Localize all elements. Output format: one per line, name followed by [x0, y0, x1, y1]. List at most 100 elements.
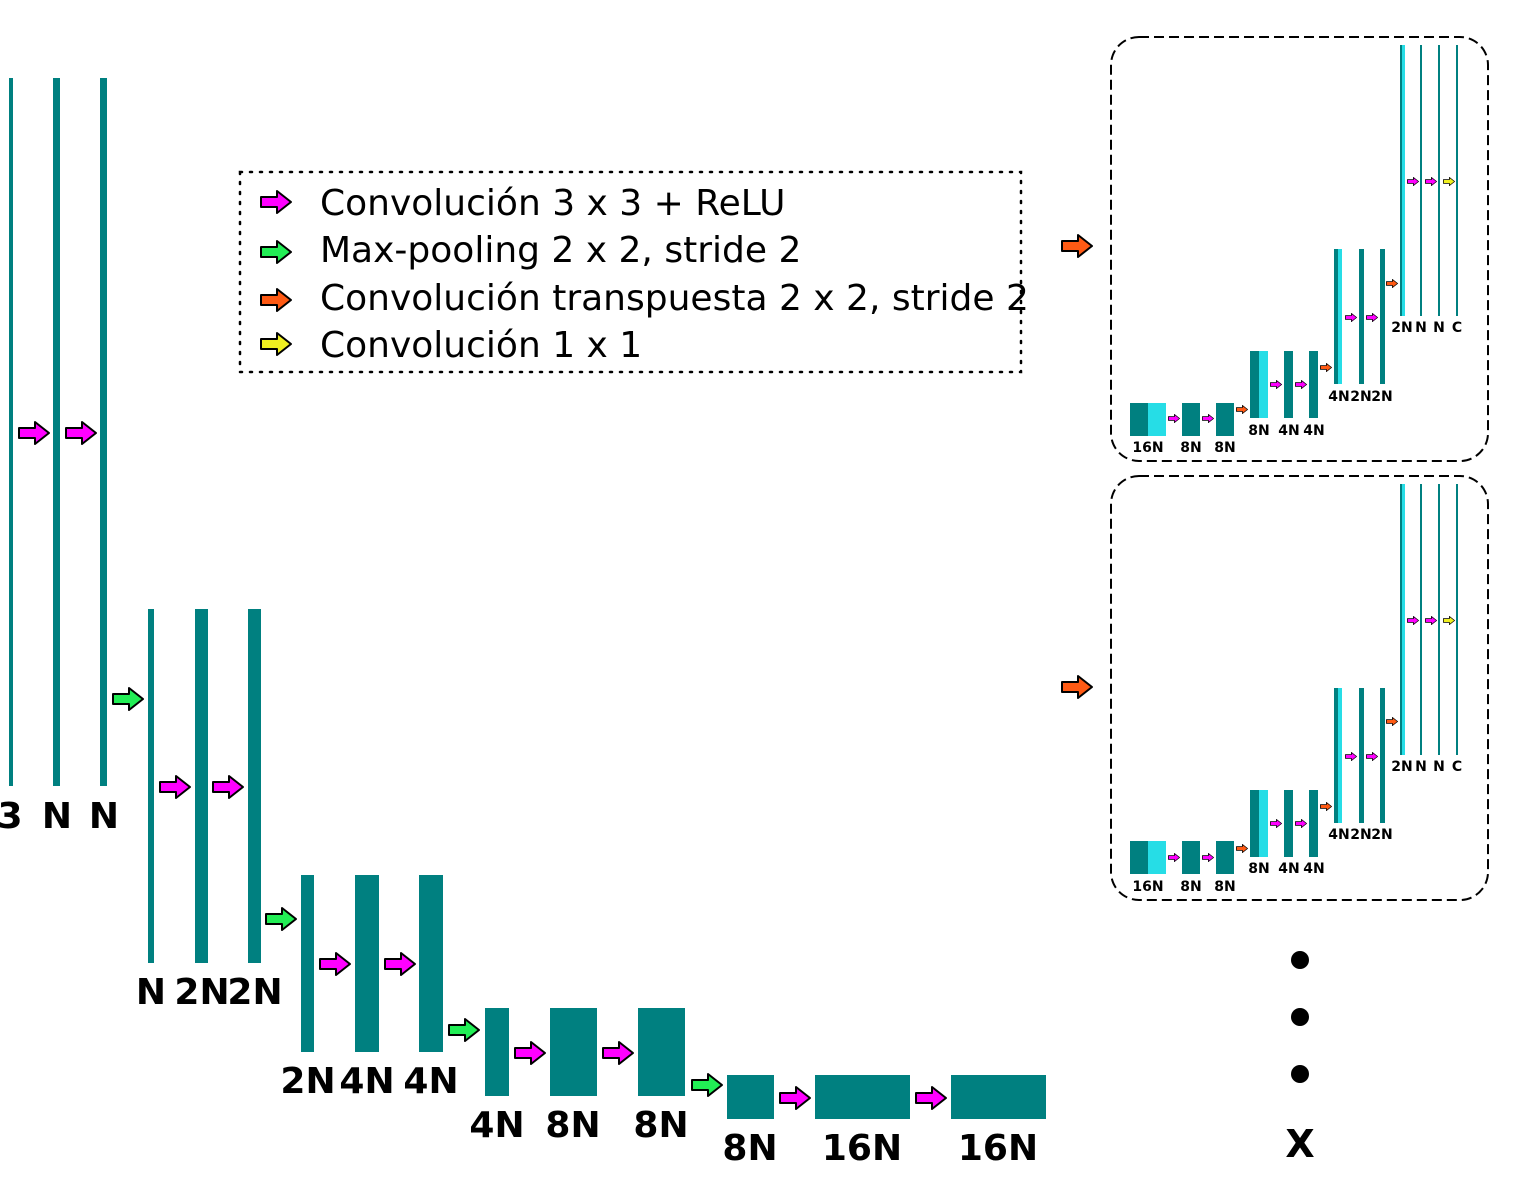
conv-arrow [915, 1086, 947, 1110]
channel-label: N [1433, 759, 1445, 775]
channel-label: 8N [722, 1128, 777, 1169]
feature-map [815, 1075, 910, 1119]
conv-arrow [1345, 313, 1357, 322]
conv1x1-arrow [1443, 177, 1455, 186]
channel-label: 2N [227, 972, 282, 1013]
channel-label: 2N [174, 972, 229, 1013]
feature-map [1182, 403, 1200, 436]
pool-arrow [691, 1073, 723, 1097]
feature-map [1400, 45, 1402, 316]
feature-map [1420, 45, 1422, 316]
conv-arrow [1295, 380, 1307, 389]
conv-arrow [1168, 853, 1180, 862]
feature-map [1359, 688, 1364, 823]
conv-arrow [65, 421, 97, 445]
feature-map [1309, 790, 1318, 857]
pool-arrow [112, 687, 144, 711]
feature-map [1216, 841, 1234, 874]
concat-map [1402, 45, 1405, 316]
concat-map [1148, 403, 1166, 436]
upconv-arrow [1236, 405, 1248, 414]
conv-arrow [1270, 380, 1282, 389]
encoder: 3 N N N 2N 2N 2N 4N 4N 4N 8N 8N [0, 78, 1046, 1169]
decoder-box [1110, 475, 1489, 901]
feature-map [419, 875, 443, 1052]
feature-map [1284, 351, 1293, 418]
feature-map [1284, 790, 1293, 857]
feature-map [1456, 484, 1458, 755]
channel-label: 2N [1391, 759, 1412, 775]
channel-label: 8N [1180, 440, 1201, 456]
channel-label: 4N [1328, 827, 1349, 843]
concat-map [1338, 249, 1342, 384]
feature-map [248, 609, 261, 963]
channel-label: 2N [1391, 320, 1412, 336]
legend-arrow-upconv [260, 288, 292, 312]
channel-label: N [136, 972, 166, 1013]
channel-label: 8N [1248, 861, 1269, 877]
channel-label: 2N [1350, 827, 1371, 843]
feature-map [1456, 45, 1458, 316]
conv-arrow [159, 775, 191, 799]
feature-map [1182, 841, 1200, 874]
channel-label: N [1433, 320, 1445, 336]
ellipsis-dot [1291, 951, 1309, 969]
feature-map [148, 609, 154, 963]
legend-arrow-pool [260, 240, 292, 264]
conv-arrow [1202, 414, 1214, 423]
feature-map [195, 609, 208, 963]
channel-label: 8N [545, 1105, 600, 1146]
channel-label: 4N [1278, 861, 1299, 877]
channel-label: 2N [280, 1061, 335, 1102]
feature-map [100, 78, 107, 786]
legend-arrow-conv [260, 190, 292, 214]
feature-map [1380, 688, 1385, 823]
channel-label: 4N [1303, 423, 1324, 439]
upconv-arrow [1386, 717, 1398, 726]
conv-arrow [1425, 177, 1437, 186]
decoder-branch-2: 16N 8N 8N 8N 4N 4N 4N 2N 2N 2N N [1061, 475, 1489, 901]
conv-arrow [18, 421, 50, 445]
channel-label: 4N [1303, 861, 1324, 877]
ellipsis [1291, 951, 1309, 1083]
channel-label: 16N [958, 1128, 1038, 1169]
pool-arrow [265, 907, 297, 931]
channel-label: 16N [822, 1128, 902, 1169]
feature-map [1216, 403, 1234, 436]
feature-map [1130, 403, 1148, 436]
feature-map [1438, 45, 1440, 316]
legend: Convolución 3 x 3 + ReLU Max-pooling 2 x… [238, 170, 1029, 374]
conv-arrow [1366, 313, 1378, 322]
channel-label: 4N [1328, 389, 1349, 405]
conv1x1-arrow [1443, 616, 1455, 625]
pool-arrow [448, 1018, 480, 1042]
feature-map [1359, 249, 1364, 384]
conv-arrow [1202, 853, 1214, 862]
conv-arrow [514, 1041, 546, 1065]
conv-arrow [1425, 616, 1437, 625]
channel-label: 3 [0, 796, 23, 837]
channel-label: 8N [1214, 879, 1235, 895]
concat-map [1402, 484, 1405, 755]
feature-map [1420, 484, 1422, 755]
feature-map [1334, 688, 1338, 823]
ellipsis-dot [1291, 1008, 1309, 1026]
feature-map [301, 875, 314, 1052]
channel-label: 16N [1132, 879, 1163, 895]
channel-label: 16N [1132, 440, 1163, 456]
feature-map [53, 78, 60, 786]
channel-label: C [1452, 320, 1462, 336]
channel-label: 8N [633, 1105, 688, 1146]
channel-label: 8N [1180, 879, 1201, 895]
decoder-box [1110, 36, 1489, 462]
feature-map [638, 1008, 685, 1096]
legend-arrow-conv1x1 [260, 332, 292, 356]
conv-arrow [1366, 752, 1378, 761]
conv-arrow [1295, 819, 1307, 828]
decoder-branch-1: 16N 8N 8N 8N 4N 4N 4N 2N 2N 2N N [1061, 36, 1489, 462]
channel-label: C [1452, 759, 1462, 775]
concat-map [1148, 841, 1166, 874]
conv-arrow [1407, 616, 1419, 625]
channel-label: 2N [1371, 827, 1392, 843]
